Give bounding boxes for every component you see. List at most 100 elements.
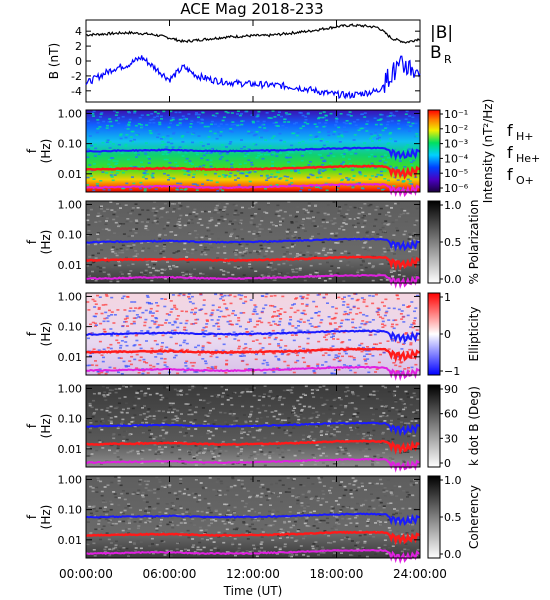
- texture-speck: [361, 127, 365, 130]
- texture-speck: [319, 454, 323, 457]
- texture-speck: [171, 411, 175, 414]
- texture-speck: [145, 294, 149, 297]
- texture-speck: [126, 218, 130, 220]
- texture-speck: [121, 325, 125, 328]
- texture-speck: [199, 141, 203, 144]
- texture-speck: [383, 251, 387, 253]
- texture-speck: [298, 345, 302, 348]
- texture-speck: [342, 161, 346, 163]
- texture-speck: [118, 433, 121, 436]
- texture-speck: [259, 244, 263, 247]
- texture-speck: [218, 316, 221, 318]
- texture-speck: [278, 397, 282, 399]
- texture-speck: [375, 343, 379, 346]
- texture-speck: [371, 419, 375, 421]
- texture-speck: [306, 525, 310, 527]
- texture-speck: [255, 511, 259, 513]
- texture-speck: [178, 449, 182, 451]
- texture-speck: [172, 210, 175, 213]
- texture-speck: [226, 111, 230, 114]
- texture-speck: [251, 340, 255, 342]
- texture-speck: [269, 304, 273, 307]
- texture-speck: [349, 115, 353, 117]
- texture-speck: [326, 302, 329, 304]
- texture-speck: [186, 403, 190, 405]
- texture-speck: [215, 545, 219, 548]
- texture-speck: [188, 213, 192, 215]
- texture-speck: [243, 514, 246, 517]
- texture-speck: [307, 417, 311, 420]
- texture-speck: [144, 487, 148, 489]
- texture-speck: [268, 145, 272, 147]
- texture-speck: [335, 328, 339, 330]
- texture-speck: [396, 385, 399, 388]
- texture-speck: [105, 295, 109, 297]
- texture-speck: [273, 294, 277, 297]
- texture-speck: [394, 202, 398, 205]
- texture-speck: [120, 421, 124, 423]
- texture-speck: [362, 298, 366, 301]
- texture-speck: [314, 225, 318, 227]
- texture-speck: [404, 118, 408, 120]
- texture-speck: [206, 249, 210, 251]
- texture-speck: [204, 362, 208, 365]
- texture-speck: [374, 123, 378, 126]
- texture-speck: [158, 524, 162, 527]
- texture-speck: [273, 306, 277, 308]
- texture-speck: [117, 476, 121, 479]
- texture-speck: [304, 119, 308, 121]
- texture-speck: [208, 412, 212, 415]
- texture-speck: [157, 448, 161, 451]
- texture-speck: [341, 162, 345, 165]
- texture-speck: [358, 344, 362, 347]
- texture-speck: [373, 221, 377, 224]
- texture-speck: [348, 162, 352, 165]
- texture-speck: [259, 496, 263, 498]
- intensity-panel: 1.000.100.01f (Hz)10⁻¹10⁻²10⁻³10⁻⁴10⁻⁵10⁻…: [25, 99, 540, 204]
- texture-speck: [375, 148, 379, 151]
- texture-speck: [294, 121, 298, 124]
- texture-speck: [184, 362, 188, 364]
- y-tick-label: 1.00: [58, 198, 83, 211]
- texture-speck: [219, 491, 223, 494]
- texture-speck: [171, 329, 174, 332]
- texture-speck: [254, 143, 258, 146]
- texture-speck: [271, 153, 275, 155]
- texture-speck: [191, 176, 195, 178]
- texture-speck: [180, 310, 184, 312]
- texture-speck: [267, 247, 271, 249]
- texture-speck: [351, 321, 354, 324]
- texture-speck: [352, 139, 356, 141]
- texture-speck: [223, 386, 227, 389]
- texture-speck: [164, 234, 167, 236]
- texture-speck: [149, 364, 153, 367]
- texture-speck: [340, 225, 344, 228]
- texture-speck: [224, 336, 228, 338]
- texture-speck: [351, 318, 355, 321]
- texture-speck: [290, 555, 293, 558]
- texture-speck: [237, 339, 241, 342]
- texture-speck: [96, 265, 100, 268]
- texture-speck: [88, 164, 92, 166]
- texture-speck: [356, 217, 360, 219]
- texture-speck: [163, 554, 167, 556]
- texture-speck: [146, 221, 149, 223]
- texture-speck: [151, 210, 155, 212]
- texture-speck: [264, 139, 268, 141]
- figure-title: ACE Mag 2018-233: [180, 0, 323, 18]
- texture-speck: [89, 175, 93, 177]
- texture-speck: [153, 116, 157, 119]
- texture-speck: [273, 520, 277, 522]
- texture-speck: [264, 410, 268, 412]
- texture-speck: [324, 276, 328, 278]
- texture-speck: [258, 317, 262, 320]
- texture-speck: [308, 435, 312, 437]
- texture-speck: [163, 244, 167, 246]
- texture-speck: [153, 201, 157, 203]
- texture-speck: [176, 498, 179, 500]
- texture-speck: [308, 217, 312, 220]
- texture-speck: [255, 225, 259, 228]
- texture-speck: [88, 402, 92, 405]
- coherency-texture: [86, 476, 420, 558]
- texture-speck: [276, 449, 279, 451]
